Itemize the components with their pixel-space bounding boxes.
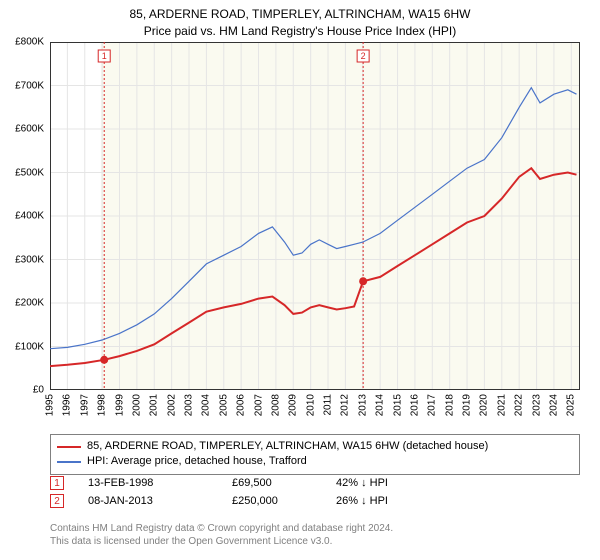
marker-table: 1 13-FEB-1998 £69,500 42% ↓ HPI 2 08-JAN-2013…: [50, 476, 580, 512]
marker-row: 2 08-JAN-2013 £250,000 26% ↓ HPI: [50, 494, 580, 508]
y-tick-label: £0: [33, 385, 44, 396]
x-tick-label: 2021: [496, 394, 507, 416]
footnote-line-2: This data is licensed under the Open Gov…: [50, 535, 580, 548]
x-tick-label: 2006: [236, 394, 247, 416]
x-tick-label: 2000: [131, 394, 142, 416]
x-tick-label: 2013: [357, 394, 368, 416]
legend-swatch: [57, 461, 81, 463]
x-tick-label: 2015: [392, 394, 403, 416]
marker-row: 1 13-FEB-1998 £69,500 42% ↓ HPI: [50, 476, 580, 490]
x-tick-label: 2024: [548, 394, 559, 416]
footnote: Contains HM Land Registry data © Crown c…: [50, 522, 580, 548]
x-tick-label: 2010: [305, 394, 316, 416]
x-tick-label: 2005: [218, 394, 229, 416]
y-tick-label: £300K: [15, 254, 44, 265]
x-tick-label: 2018: [444, 394, 455, 416]
plot-svg: 12: [50, 42, 580, 390]
x-tick-label: 2011: [323, 394, 334, 416]
legend-label: HPI: Average price, detached house, Traf…: [87, 454, 307, 469]
marker-date: 13-FEB-1998: [88, 477, 208, 489]
marker-price: £250,000: [232, 495, 312, 507]
title-line-1: 85, ARDERNE ROAD, TIMPERLEY, ALTRINCHAM,…: [0, 6, 600, 23]
x-tick-label: 2001: [149, 394, 160, 416]
x-tick-label: 1995: [45, 394, 56, 416]
y-tick-label: £600K: [15, 124, 44, 135]
y-tick-label: £100K: [15, 341, 44, 352]
y-tick-label: £700K: [15, 80, 44, 91]
marker-badge: 1: [50, 476, 64, 490]
x-tick-label: 2007: [253, 394, 264, 416]
chart-title: 85, ARDERNE ROAD, TIMPERLEY, ALTRINCHAM,…: [0, 0, 600, 40]
title-line-2: Price paid vs. HM Land Registry's House …: [0, 23, 600, 40]
marker-date: 08-JAN-2013: [88, 495, 208, 507]
footnote-line-1: Contains HM Land Registry data © Crown c…: [50, 522, 580, 535]
y-axis-labels: £0£100K£200K£300K£400K£500K£600K£700K£80…: [0, 42, 48, 390]
svg-text:2: 2: [361, 51, 366, 61]
legend-row: 85, ARDERNE ROAD, TIMPERLEY, ALTRINCHAM,…: [57, 439, 573, 454]
legend-swatch: [57, 446, 81, 448]
marker-pct: 42% ↓ HPI: [336, 477, 436, 489]
x-tick-label: 2020: [479, 394, 490, 416]
x-tick-label: 1998: [97, 394, 108, 416]
legend-row: HPI: Average price, detached house, Traf…: [57, 454, 573, 469]
x-tick-label: 2002: [166, 394, 177, 416]
x-axis-labels: 1995199619971998199920002001200220032004…: [50, 392, 580, 432]
x-tick-label: 2008: [270, 394, 281, 416]
chart-area: 12: [50, 42, 580, 390]
x-tick-label: 2004: [201, 394, 212, 416]
y-tick-label: £800K: [15, 37, 44, 48]
x-tick-label: 2025: [566, 394, 577, 416]
x-tick-label: 2009: [288, 394, 299, 416]
x-tick-label: 2022: [514, 394, 525, 416]
x-tick-label: 1999: [114, 394, 125, 416]
x-tick-label: 1996: [62, 394, 73, 416]
legend-label: 85, ARDERNE ROAD, TIMPERLEY, ALTRINCHAM,…: [87, 439, 488, 454]
x-tick-label: 2012: [340, 394, 351, 416]
x-tick-label: 2016: [409, 394, 420, 416]
svg-text:1: 1: [102, 51, 107, 61]
x-tick-label: 2003: [184, 394, 195, 416]
y-tick-label: £500K: [15, 167, 44, 178]
x-tick-label: 2017: [427, 394, 438, 416]
x-tick-label: 2019: [462, 394, 473, 416]
marker-pct: 26% ↓ HPI: [336, 495, 436, 507]
marker-badge: 2: [50, 494, 64, 508]
y-tick-label: £400K: [15, 211, 44, 222]
x-tick-label: 1997: [79, 394, 90, 416]
x-tick-label: 2014: [375, 394, 386, 416]
x-tick-label: 2023: [531, 394, 542, 416]
marker-price: £69,500: [232, 477, 312, 489]
legend-box: 85, ARDERNE ROAD, TIMPERLEY, ALTRINCHAM,…: [50, 434, 580, 475]
y-tick-label: £200K: [15, 298, 44, 309]
